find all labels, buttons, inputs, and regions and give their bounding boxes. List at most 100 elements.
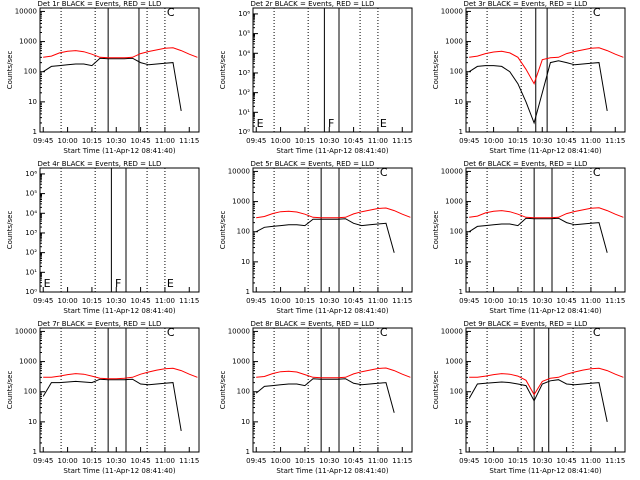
- y-tick-label: 10: [241, 418, 250, 426]
- panel: Det 7r BLACK = Events, RED = LLD Start Ti…: [6, 320, 200, 475]
- panel-title: Det 1r BLACK = Events, RED = LLD: [38, 0, 162, 8]
- x-tick-label: 11:15: [179, 137, 199, 145]
- y-tick-label: 10: [454, 418, 463, 426]
- annotation: C: [167, 6, 175, 19]
- x-tick-label: 11:00: [581, 297, 601, 305]
- x-tick-label: 11:00: [155, 457, 175, 465]
- x-tick-label: 10:00: [57, 457, 77, 465]
- panel: Det 2r BLACK = Events, RED = LLD Start Ti…: [219, 0, 413, 155]
- x-tick-label: 10:45: [130, 137, 150, 145]
- plot-frame: [252, 7, 413, 133]
- y-tick-label: 10⁵: [25, 190, 37, 198]
- x-tick-label: 09:45: [33, 297, 53, 305]
- y-tick-label: 1: [459, 128, 463, 136]
- x-tick-label: 10:15: [82, 137, 102, 145]
- series-line: [255, 218, 395, 253]
- annotation: C: [593, 166, 601, 179]
- series-line: [43, 367, 198, 380]
- panel-title: Det 8r BLACK = Events, RED = LLD: [251, 320, 375, 328]
- x-axis-label: Start Time (11-Apr-12 08:41:40): [489, 307, 601, 315]
- y-axis-label: Counts/sec: [6, 51, 14, 90]
- x-axis-label: Start Time (11-Apr-12 08:41:40): [276, 467, 388, 475]
- y-tick-label: 10¹: [238, 108, 250, 116]
- x-tick-label: 11:00: [368, 137, 388, 145]
- y-tick-label: 10²: [238, 89, 250, 97]
- y-tick-label: 10000: [15, 7, 37, 15]
- y-tick-label: 1: [246, 288, 250, 296]
- y-tick-label: 100: [450, 228, 463, 236]
- annotation: C: [167, 326, 175, 339]
- y-tick-label: 100: [237, 228, 250, 236]
- series-line: [42, 57, 182, 111]
- y-axis-label: Counts/sec: [432, 371, 440, 410]
- series-line: [468, 60, 608, 125]
- y-tick-label: 100: [450, 388, 463, 396]
- panel: Det 3r BLACK = Events, RED = LLD Start Ti…: [432, 0, 626, 155]
- y-tick-label: 10: [241, 258, 250, 266]
- annotation: C: [593, 6, 601, 19]
- y-tick-label: 1: [459, 288, 463, 296]
- x-tick-label: 10:45: [556, 457, 576, 465]
- x-tick-label: 11:00: [581, 137, 601, 145]
- y-tick-label: 100: [237, 388, 250, 396]
- x-tick-label: 11:15: [179, 457, 199, 465]
- panel-title: Det 7r BLACK = Events, RED = LLD: [38, 320, 162, 328]
- plot-frame: [252, 327, 413, 453]
- x-tick-label: 10:15: [508, 457, 528, 465]
- annotation: E: [44, 277, 51, 290]
- y-axis-label: Counts/sec: [432, 211, 440, 250]
- x-tick-label: 10:30: [106, 137, 126, 145]
- y-tick-label: 1: [459, 448, 463, 456]
- x-tick-label: 10:30: [532, 137, 552, 145]
- x-tick-label: 10:30: [319, 457, 339, 465]
- x-tick-label: 11:15: [605, 137, 625, 145]
- y-tick-label: 10⁶: [238, 10, 250, 18]
- y-tick-label: 10: [454, 258, 463, 266]
- series-line: [468, 379, 608, 423]
- y-axis-label: Counts/sec: [432, 51, 440, 90]
- y-tick-label: 10: [454, 98, 463, 106]
- y-tick-label: 10000: [441, 327, 463, 335]
- annotation: E: [380, 117, 387, 130]
- x-tick-label: 10:30: [106, 297, 126, 305]
- plot-frame: [465, 327, 626, 453]
- y-tick-label: 10000: [441, 7, 463, 15]
- panel-title: Det 4r BLACK = Events, RED = LLD: [38, 160, 162, 168]
- x-tick-label: 10:30: [319, 137, 339, 145]
- panel-title: Det 2r BLACK = Events, RED = LLD: [251, 0, 375, 8]
- y-tick-label: 1000: [445, 198, 463, 206]
- x-tick-label: 10:45: [130, 457, 150, 465]
- x-tick-label: 10:15: [82, 297, 102, 305]
- y-tick-label: 1000: [232, 358, 250, 366]
- x-axis-label: Start Time (11-Apr-12 08:41:40): [276, 307, 388, 315]
- annotation: E: [257, 117, 264, 130]
- y-tick-label: 10⁴: [25, 209, 37, 217]
- y-tick-label: 10000: [441, 167, 463, 175]
- y-tick-label: 10: [28, 98, 37, 106]
- plot-frame: [465, 7, 626, 133]
- x-tick-label: 10:45: [343, 457, 363, 465]
- panel: Det 9r BLACK = Events, RED = LLD Start Ti…: [432, 320, 626, 475]
- x-tick-label: 10:00: [483, 457, 503, 465]
- y-tick-label: 10⁰: [25, 288, 37, 296]
- x-tick-label: 10:15: [508, 297, 528, 305]
- y-axis-label: Counts/sec: [6, 211, 14, 250]
- series-line: [469, 367, 624, 396]
- x-tick-label: 11:15: [392, 297, 412, 305]
- x-tick-label: 10:30: [319, 297, 339, 305]
- series-line: [256, 367, 411, 379]
- x-tick-label: 11:00: [155, 137, 175, 145]
- x-tick-label: 10:45: [556, 297, 576, 305]
- x-tick-label: 10:00: [483, 297, 503, 305]
- y-axis-label: Counts/sec: [6, 371, 14, 410]
- x-tick-label: 10:45: [343, 137, 363, 145]
- x-tick-label: 10:00: [270, 137, 290, 145]
- x-tick-label: 10:15: [295, 297, 315, 305]
- series-line: [468, 217, 608, 253]
- x-tick-label: 10:00: [57, 297, 77, 305]
- y-tick-label: 1: [33, 128, 37, 136]
- y-tick-label: 1000: [19, 38, 37, 46]
- x-axis-label: Start Time (11-Apr-12 08:41:40): [489, 467, 601, 475]
- annotation: F: [328, 117, 334, 130]
- series-line: [255, 378, 395, 413]
